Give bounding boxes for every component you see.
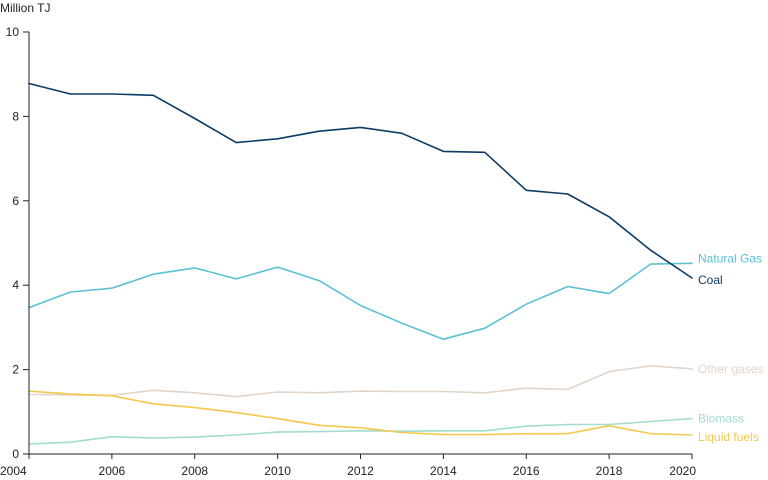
x-tick-label: 2016: [513, 464, 540, 478]
series-label-biomass: Biomass: [698, 412, 744, 426]
series-line-biomass: [28, 417, 693, 445]
y-tick-label: 0: [12, 447, 19, 461]
x-tick-label: 2020: [669, 464, 696, 478]
y-axis-unit-label: Million TJ: [0, 1, 50, 15]
x-tick-label: 2006: [99, 464, 126, 478]
y-tick-label: 8: [12, 109, 19, 123]
x-tick-label: 2018: [596, 464, 623, 478]
series-label-natural-gas: Natural Gas: [698, 251, 762, 265]
x-tick-label: 2010: [264, 464, 291, 478]
y-tick-label: 10: [6, 25, 20, 39]
y-axis-ticks: 0 2 4 6 8 10: [6, 25, 29, 461]
series-label-other-gases: Other gases: [698, 362, 763, 376]
y-tick-label: 6: [12, 194, 19, 208]
series-line-natural-gas: [28, 262, 693, 341]
x-tick-label: 2014: [430, 464, 457, 478]
series-line-liquid-fuels: [28, 390, 693, 436]
x-tick-label: 2008: [181, 464, 208, 478]
series-label-liquid-fuels: Liquid fuels: [698, 430, 759, 444]
x-axis-ticks: 2004 2006 2008 2010 2012 2014 2016 2018 2020: [0, 454, 696, 478]
series-line-other-gases: [28, 364, 693, 398]
y-tick-label: 2: [12, 363, 19, 377]
series-lines: [28, 82, 693, 445]
series-line-coal: [28, 82, 693, 279]
y-tick-label: 4: [12, 278, 19, 292]
series-labels: Coal Natural Gas Other gases Biomass Liquid …: [698, 251, 763, 444]
x-tick-label: 2004: [0, 464, 27, 478]
x-tick-label: 2012: [347, 464, 374, 478]
series-label-coal: Coal: [698, 273, 723, 287]
